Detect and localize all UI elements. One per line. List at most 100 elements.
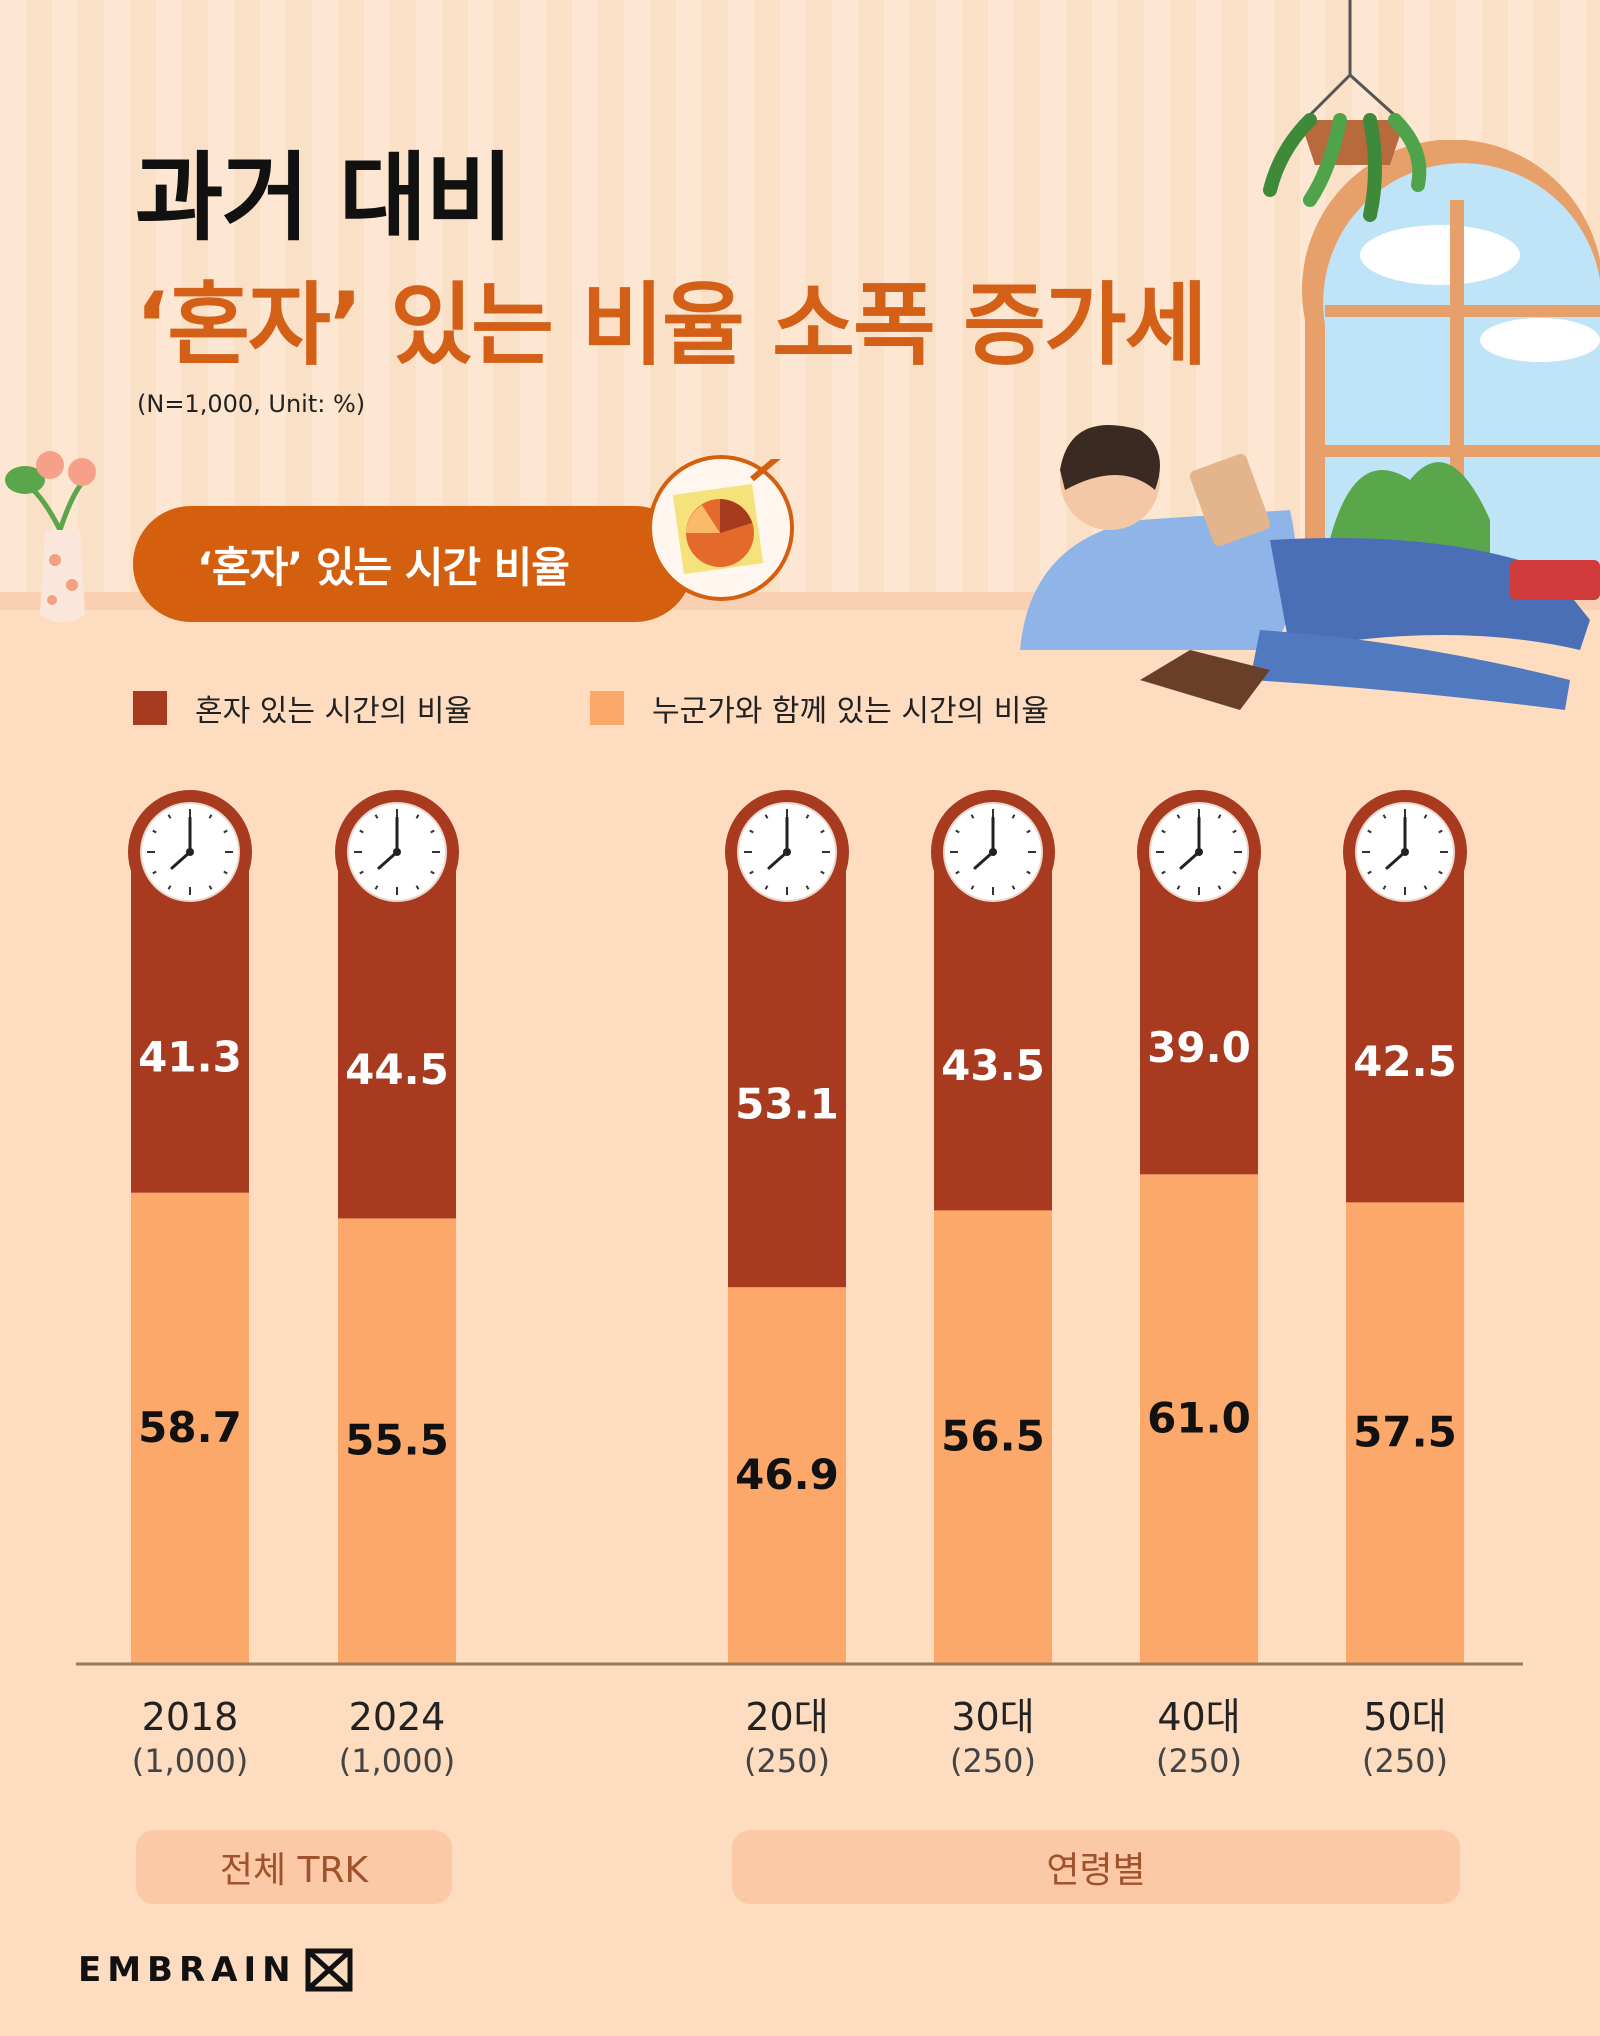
- x-tick-sublabel: (250): [950, 1742, 1036, 1780]
- bar-segment-together: [338, 1218, 456, 1663]
- clock-tick: [415, 814, 420, 819]
- legend-swatch-alone: [133, 691, 167, 725]
- clock-tick: [167, 885, 172, 890]
- legend-swatch-together: [590, 691, 624, 725]
- clock-tick: [430, 829, 435, 834]
- data-label-alone: 44.5: [345, 1045, 449, 1094]
- bar-segment-together: [1346, 1202, 1464, 1663]
- clock-tick: [749, 829, 754, 834]
- clock-tick: [805, 814, 810, 819]
- bar-segment-together: [934, 1210, 1052, 1663]
- clock-tick: [1026, 870, 1031, 875]
- x-tick-label: 30대: [951, 1695, 1034, 1739]
- clock-tick: [1367, 829, 1372, 834]
- legend-label-together: 누군가와 함께 있는 시간의 비율: [652, 694, 1049, 729]
- sample-size-note: (N=1,000, Unit: %): [137, 390, 366, 418]
- clock-tick: [152, 870, 157, 875]
- data-label-alone: 39.0: [1147, 1023, 1251, 1072]
- clock-center: [393, 848, 401, 856]
- clock-tick: [1161, 870, 1166, 875]
- clock-center: [1195, 848, 1203, 856]
- clock-tick: [820, 829, 825, 834]
- group-label-age: 연령별: [732, 1830, 1460, 1904]
- data-label-alone: 41.3: [138, 1032, 242, 1081]
- legend-item-alone: 혼자 있는 시간의 비율: [133, 690, 472, 729]
- clock-tick: [223, 870, 228, 875]
- clock-tick: [1438, 870, 1443, 875]
- group-label-total: 전체 TRK: [136, 1830, 452, 1904]
- data-label-together: 46.9: [735, 1450, 839, 1499]
- data-label-alone: 42.5: [1353, 1037, 1457, 1086]
- bar-segment-alone: [338, 862, 456, 1219]
- x-tick-sublabel: (250): [1156, 1742, 1242, 1780]
- x-tick-label: 20대: [745, 1695, 828, 1739]
- page-title: 과거 대비: [135, 142, 514, 254]
- clock-tick: [764, 814, 769, 819]
- clock-hour-hand: [767, 850, 789, 870]
- data-label-together: 57.5: [1353, 1408, 1457, 1457]
- clock-tick: [415, 885, 420, 890]
- clock-tick: [208, 885, 213, 890]
- bar-segment-alone: [1140, 862, 1258, 1175]
- clock-center: [783, 848, 791, 856]
- flower-vase-illustration: [5, 451, 96, 623]
- clock-center: [186, 848, 194, 856]
- bar-segment-alone: [934, 862, 1052, 1211]
- bar-segment-together: [131, 1192, 249, 1663]
- x-tick-label: 40대: [1157, 1695, 1240, 1739]
- pie-chart-icon: [672, 451, 784, 575]
- clock-tick: [1217, 885, 1222, 890]
- clock-hour-hand: [170, 850, 192, 870]
- clock-tick: [820, 870, 825, 875]
- bar-segment-together: [1140, 1174, 1258, 1663]
- clock-tick: [1232, 870, 1237, 875]
- data-label-together: 61.0: [1147, 1394, 1251, 1443]
- clock-tick: [152, 829, 157, 834]
- clock-hour-hand: [973, 850, 995, 870]
- x-tick-label: 2018: [142, 1695, 239, 1739]
- hanging-plant-illustration: [1263, 0, 1427, 222]
- clock-tick: [1367, 870, 1372, 875]
- clock-tick: [1382, 885, 1387, 890]
- pie-chart-bubble-icon: [648, 451, 794, 601]
- clock-tick: [955, 870, 960, 875]
- x-tick-sublabel: (1,000): [132, 1742, 249, 1780]
- x-tick-sublabel: (1,000): [339, 1742, 456, 1780]
- data-label-alone: 43.5: [941, 1041, 1045, 1090]
- clock-tick: [1438, 829, 1443, 834]
- brand-name: EMBRAIN: [78, 1950, 297, 1990]
- clock-tick: [1026, 829, 1031, 834]
- clock-tick: [1011, 885, 1016, 890]
- clock-tick: [1382, 814, 1387, 819]
- clock-tick: [1176, 814, 1181, 819]
- x-tick-label: 50대: [1363, 1695, 1446, 1739]
- clock-tick: [764, 885, 769, 890]
- clock-tick: [955, 829, 960, 834]
- clock-tick: [359, 870, 364, 875]
- section-label-pill: ‘혼자’ 있는 시간 비율: [133, 506, 693, 622]
- clock-tick: [970, 814, 975, 819]
- clock-tick: [1161, 829, 1166, 834]
- clock-tick: [970, 885, 975, 890]
- clock-tick: [805, 885, 810, 890]
- legend-label-alone: 혼자 있는 시간의 비율: [195, 694, 473, 729]
- clock-center: [1401, 848, 1409, 856]
- clock-tick: [359, 829, 364, 834]
- clock-tick: [1232, 829, 1237, 834]
- clock-tick: [430, 870, 435, 875]
- clock-tick: [749, 870, 754, 875]
- clock-tick: [167, 814, 172, 819]
- stacked-bar-chart: 41.358.72018(1,000)44.555.52024(1,000)53…: [76, 790, 1523, 1780]
- clock-hour-hand: [1179, 850, 1201, 870]
- clock-tick: [1217, 814, 1222, 819]
- clock-tick: [1176, 885, 1181, 890]
- clock-tick: [374, 885, 379, 890]
- x-tick-sublabel: (250): [1362, 1742, 1448, 1780]
- reading-person-illustration: [1020, 425, 1600, 710]
- legend-item-together: 누군가와 함께 있는 시간의 비율: [590, 690, 1049, 729]
- clock-tick: [1423, 885, 1428, 890]
- clock-tick: [1011, 814, 1016, 819]
- data-label-together: 55.5: [345, 1416, 449, 1465]
- data-label-together: 56.5: [941, 1412, 1045, 1461]
- bar-segment-alone: [728, 862, 846, 1288]
